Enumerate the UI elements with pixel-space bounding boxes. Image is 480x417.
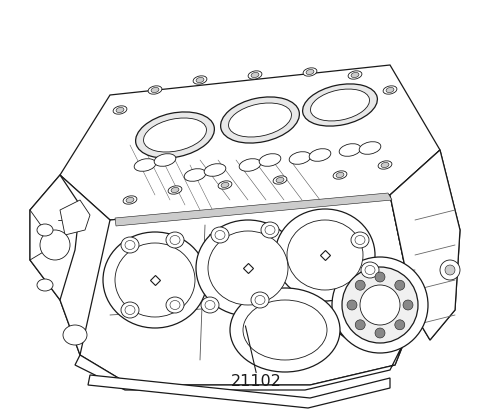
Ellipse shape [381,162,389,168]
Ellipse shape [208,231,288,305]
Ellipse shape [148,86,162,94]
Ellipse shape [440,260,460,280]
Ellipse shape [115,243,195,317]
Ellipse shape [204,164,226,176]
Ellipse shape [386,88,394,93]
Ellipse shape [170,301,180,309]
Ellipse shape [259,154,281,166]
Ellipse shape [125,241,135,249]
Text: 21102: 21102 [231,374,282,389]
Polygon shape [88,375,390,408]
Ellipse shape [403,300,413,310]
Ellipse shape [365,266,375,274]
Ellipse shape [289,152,311,164]
Ellipse shape [383,86,397,94]
Ellipse shape [351,73,359,78]
Ellipse shape [395,280,405,290]
Ellipse shape [395,320,405,330]
Ellipse shape [63,325,87,345]
Ellipse shape [230,288,340,372]
Ellipse shape [121,237,139,253]
Ellipse shape [361,262,379,278]
Ellipse shape [251,292,269,308]
Ellipse shape [134,159,156,171]
Ellipse shape [351,232,369,248]
Ellipse shape [123,196,137,204]
Ellipse shape [221,182,229,188]
Ellipse shape [309,149,331,161]
Ellipse shape [342,267,418,343]
Ellipse shape [375,328,385,338]
Polygon shape [60,195,415,385]
Ellipse shape [154,154,176,166]
Ellipse shape [116,108,124,113]
Ellipse shape [265,226,275,234]
Ellipse shape [103,232,207,328]
Ellipse shape [221,97,300,143]
Polygon shape [60,200,90,235]
Ellipse shape [332,257,428,353]
Ellipse shape [211,227,229,243]
Ellipse shape [445,265,455,275]
Ellipse shape [276,177,284,183]
Polygon shape [390,150,460,340]
Ellipse shape [375,272,385,282]
Ellipse shape [306,69,314,75]
Ellipse shape [215,231,225,239]
Polygon shape [60,65,440,220]
Ellipse shape [273,176,287,184]
Ellipse shape [218,181,232,189]
Ellipse shape [287,220,363,290]
Ellipse shape [275,209,375,301]
Ellipse shape [251,73,259,78]
Ellipse shape [121,302,139,318]
Ellipse shape [261,222,279,238]
Ellipse shape [360,285,400,325]
Polygon shape [30,175,80,300]
Ellipse shape [171,187,179,193]
Ellipse shape [196,220,300,316]
Ellipse shape [151,88,159,93]
Ellipse shape [248,71,262,79]
Ellipse shape [348,71,362,79]
Ellipse shape [205,301,215,309]
Ellipse shape [168,186,182,194]
Ellipse shape [144,118,206,152]
Ellipse shape [255,296,265,304]
Polygon shape [30,175,110,355]
Ellipse shape [184,169,206,181]
Ellipse shape [201,297,219,313]
Ellipse shape [333,171,347,179]
Ellipse shape [126,197,134,203]
Ellipse shape [166,297,184,313]
Ellipse shape [243,300,327,360]
Ellipse shape [40,230,70,260]
Ellipse shape [347,300,357,310]
Polygon shape [115,193,392,226]
Ellipse shape [239,159,261,171]
Ellipse shape [37,279,53,291]
Ellipse shape [378,161,392,169]
Ellipse shape [359,142,381,154]
Polygon shape [390,150,460,340]
Ellipse shape [311,89,370,121]
Ellipse shape [37,224,53,236]
Ellipse shape [355,236,365,244]
Ellipse shape [166,232,184,248]
Ellipse shape [113,106,127,114]
Ellipse shape [136,112,215,158]
Ellipse shape [196,78,204,83]
Polygon shape [75,315,415,390]
Ellipse shape [302,84,377,126]
Ellipse shape [228,103,291,137]
Ellipse shape [170,236,180,244]
Ellipse shape [355,320,365,330]
Ellipse shape [336,172,344,178]
Ellipse shape [355,280,365,290]
Ellipse shape [303,68,317,76]
Ellipse shape [193,76,207,84]
Ellipse shape [339,144,361,156]
Ellipse shape [125,306,135,314]
